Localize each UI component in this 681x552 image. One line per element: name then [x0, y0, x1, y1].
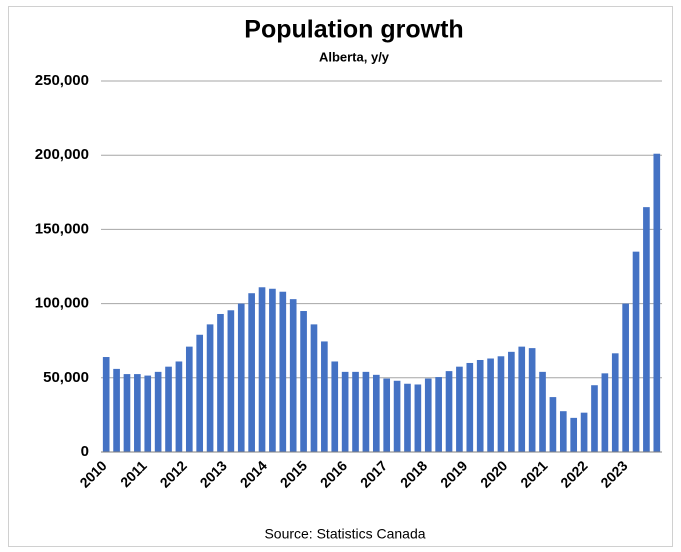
- bar: [424, 378, 432, 452]
- bar: [185, 346, 193, 452]
- bar: [227, 310, 235, 452]
- y-tick-label: 150,000: [35, 220, 89, 237]
- y-tick-label: 200,000: [35, 146, 89, 163]
- bar: [611, 353, 619, 452]
- bar: [134, 374, 141, 452]
- bar: [269, 288, 276, 452]
- bar: [352, 371, 359, 452]
- bar: [497, 356, 505, 452]
- bar: [549, 397, 557, 452]
- bar: [154, 371, 162, 452]
- bar: [248, 293, 255, 452]
- bar: [393, 380, 401, 452]
- bar: [383, 378, 391, 452]
- chart-subtitle: Alberta, y/y: [319, 49, 390, 64]
- bar: [539, 371, 546, 452]
- bar: [445, 371, 453, 452]
- bar: [414, 384, 422, 452]
- bar: [528, 348, 536, 452]
- bar: [466, 362, 474, 452]
- bar: [144, 375, 152, 452]
- bar: [279, 291, 287, 452]
- bar: [591, 385, 598, 452]
- bar: [331, 361, 339, 452]
- bar: [102, 357, 110, 452]
- chart-frame: [8, 6, 673, 547]
- bar: [237, 303, 245, 452]
- bar: [653, 153, 661, 452]
- y-tick-label: 250,000: [35, 72, 89, 89]
- bar: [632, 251, 640, 452]
- bar: [321, 341, 328, 452]
- bar: [622, 303, 629, 452]
- bar: [456, 366, 463, 452]
- y-tick-label: 0: [81, 443, 89, 460]
- bar: [362, 371, 370, 452]
- bar: [175, 361, 183, 452]
- bar: [487, 358, 494, 452]
- y-tick-label: 50,000: [43, 369, 89, 386]
- bar: [123, 374, 131, 452]
- bar: [113, 368, 120, 452]
- bar: [570, 417, 578, 452]
- chart-title: Population growth: [244, 16, 463, 44]
- bar: [196, 334, 204, 452]
- bar: [341, 371, 349, 452]
- bar: [476, 359, 484, 452]
- bar: [580, 412, 588, 452]
- bar: [601, 373, 609, 452]
- bar: [559, 411, 567, 452]
- y-tick-label: 100,000: [35, 295, 89, 312]
- bar: [289, 299, 297, 452]
- bar: [518, 346, 526, 452]
- bar: [643, 207, 650, 452]
- bar: [435, 377, 442, 452]
- bar: [258, 287, 266, 452]
- bar: [206, 324, 214, 452]
- bar: [310, 324, 318, 452]
- bar: [508, 351, 515, 452]
- bar: [300, 311, 307, 452]
- bar: [404, 383, 411, 452]
- source-note: Source: Statistics Canada: [264, 526, 425, 542]
- bar: [372, 374, 380, 452]
- bar: [217, 313, 224, 452]
- bar: [165, 366, 172, 452]
